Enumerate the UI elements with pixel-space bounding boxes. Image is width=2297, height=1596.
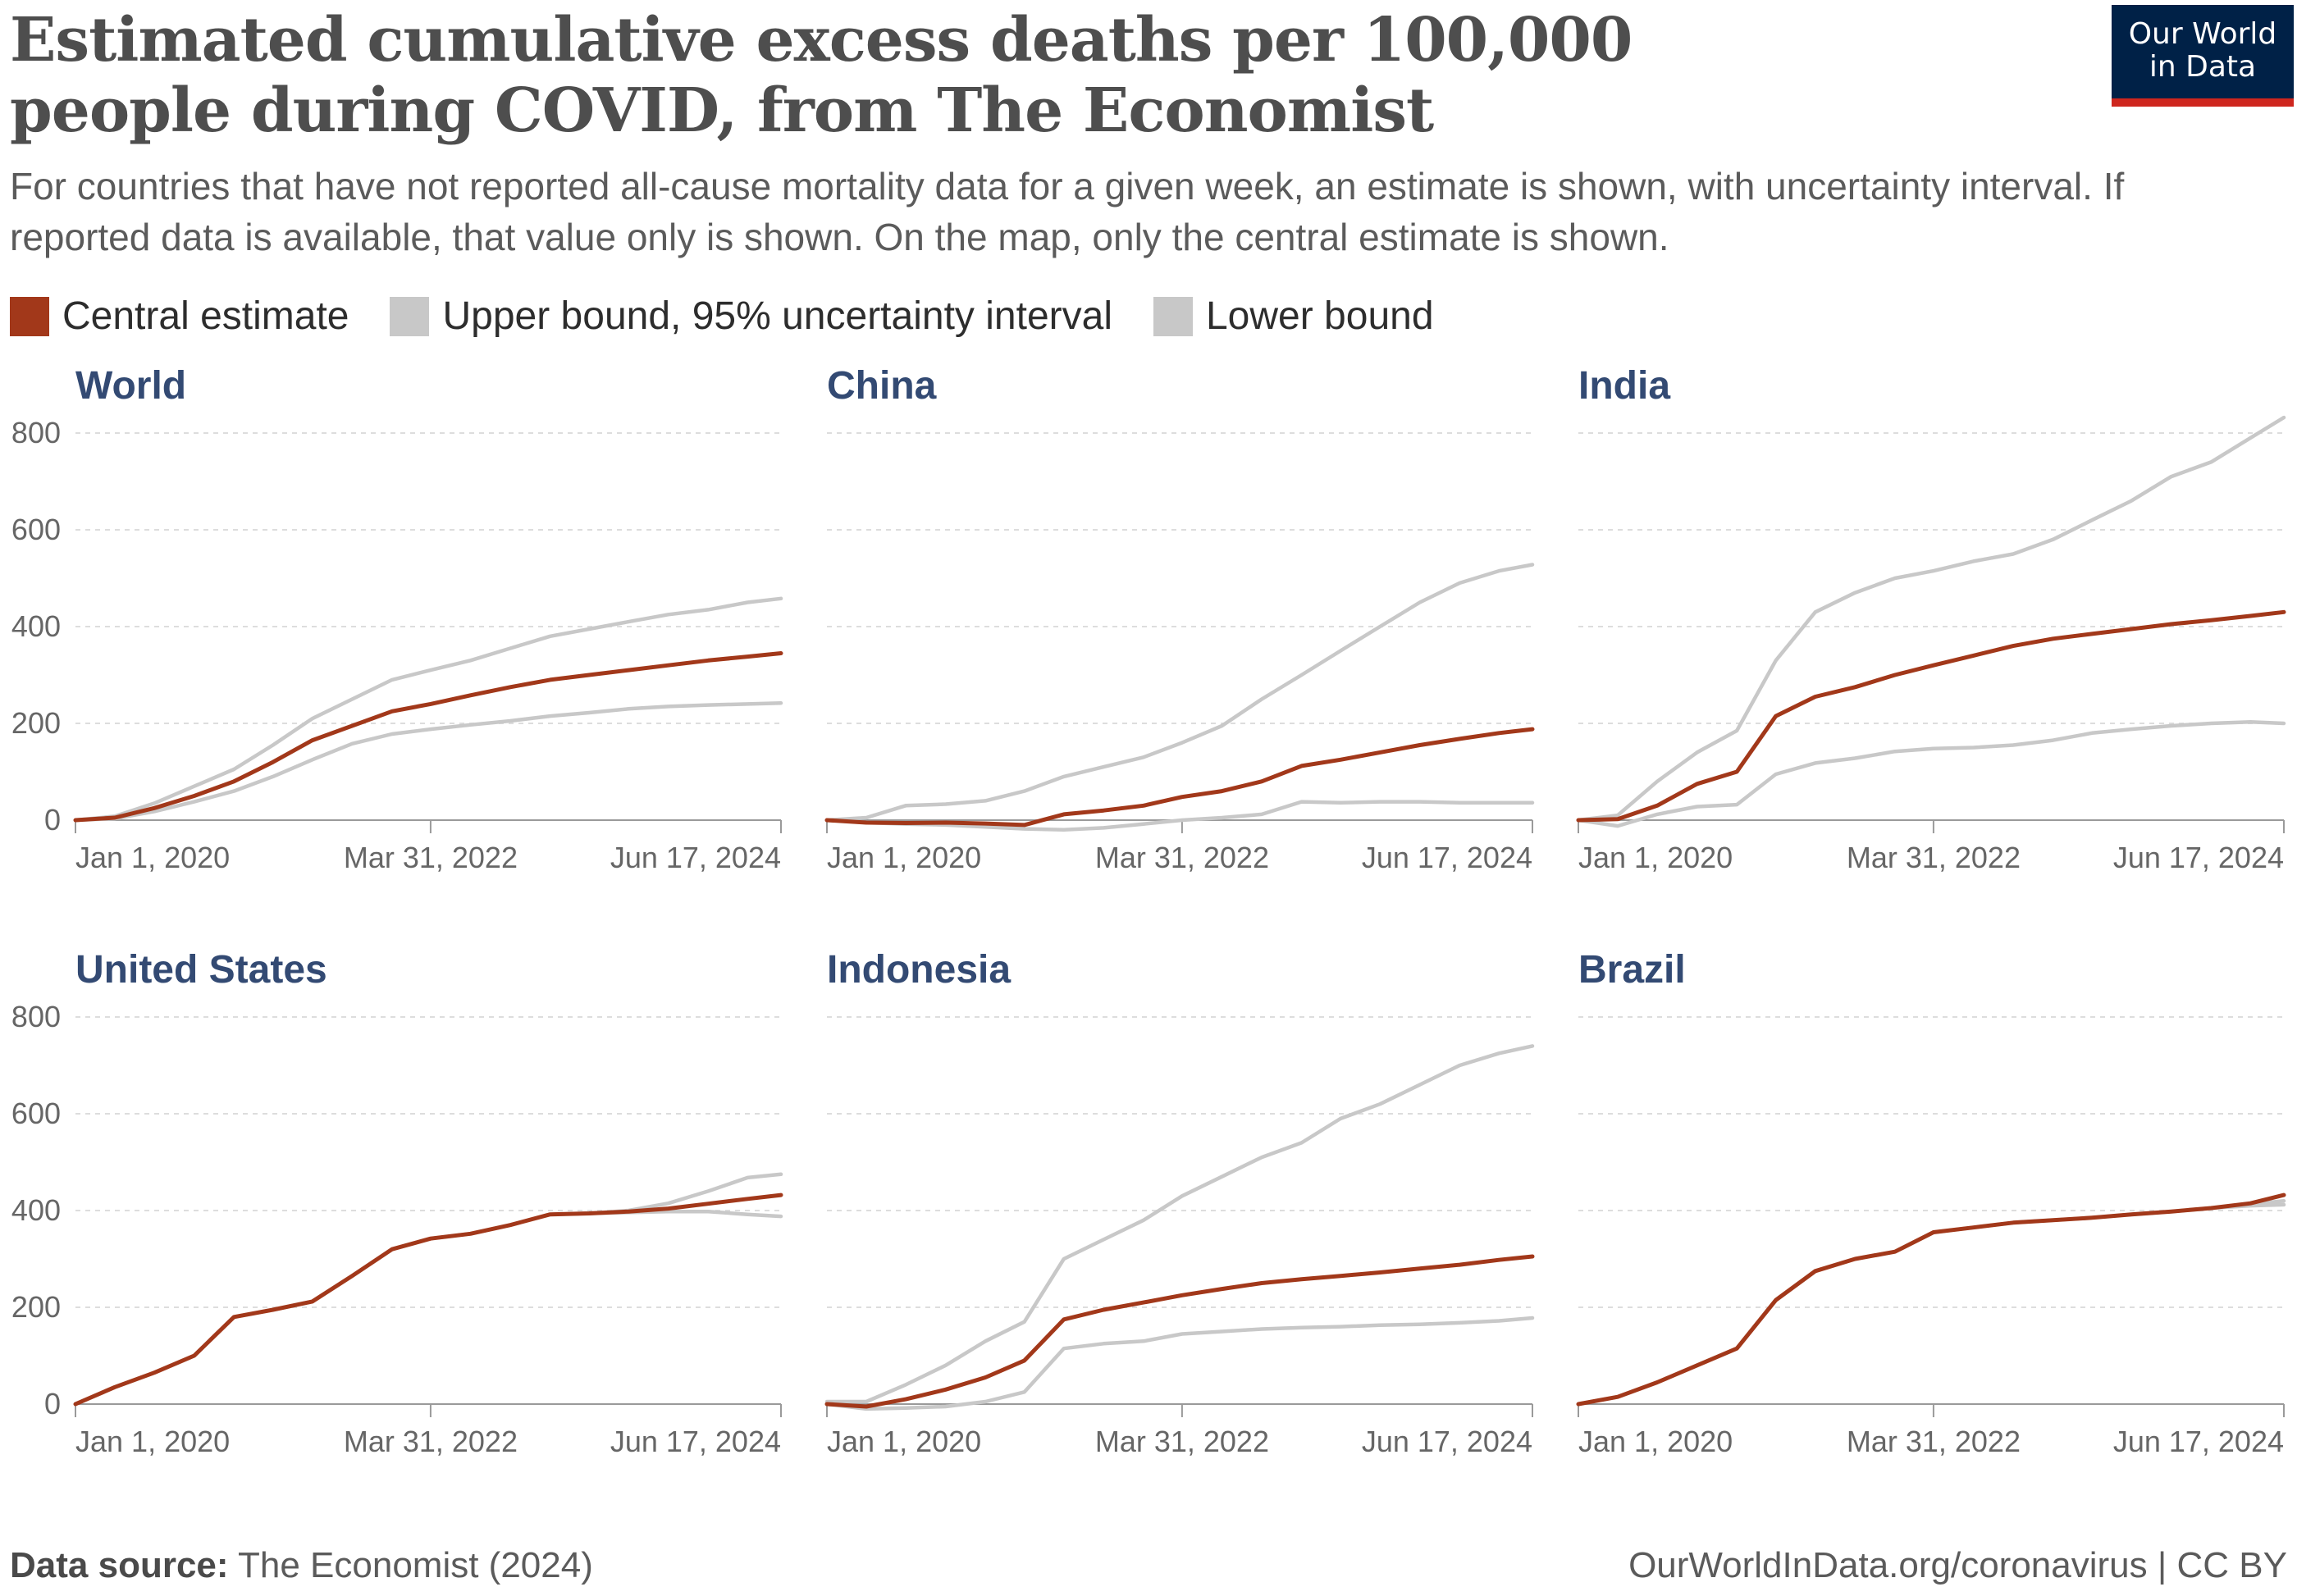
- x-tick-label-brazil: Jan 1, 2020: [1578, 1425, 1733, 1458]
- series-line-central-china[interactable]: [824, 727, 1535, 828]
- chart-subtitle: For countries that have not reported all…: [10, 165, 2125, 258]
- x-tick-label-united-states: Jun 17, 2024: [610, 1425, 781, 1458]
- x-tick-label-indonesia: Jun 17, 2024: [1362, 1425, 1532, 1458]
- owid-logo[interactable]: Our World in Data: [2112, 5, 2294, 107]
- series-line-lower-world[interactable]: [73, 700, 783, 823]
- x-tick-label-brazil: Jun 17, 2024: [2113, 1425, 2284, 1458]
- series-line-upper-china[interactable]: [824, 563, 1535, 823]
- data-source: Data source: The Economist (2024): [10, 1545, 593, 1586]
- legend-item-lower[interactable]: Lower bound: [1153, 294, 1434, 339]
- series-line-central-world[interactable]: [73, 651, 783, 823]
- y-tick-label-world: 0: [44, 803, 61, 837]
- x-tick-label-china: Jun 17, 2024: [1362, 841, 1532, 874]
- chart-title: Estimated cumulative excess deaths per 1…: [10, 5, 1633, 146]
- series-line-upper-indonesia[interactable]: [824, 1044, 1535, 1404]
- x-tick-label-brazil: Mar 31, 2022: [1847, 1425, 2021, 1458]
- legend-label-central: Central estimate: [62, 294, 349, 338]
- panel-china: China Jan 1, 2020 Mar 31, 2022 Jun 17, 2024: [824, 364, 1535, 874]
- x-tick-label-world: Jan 1, 2020: [75, 841, 230, 874]
- x-tick-label-india: Mar 31, 2022: [1847, 841, 2021, 874]
- series-line-central-india[interactable]: [1576, 609, 2286, 823]
- series-line-lower-indonesia[interactable]: [824, 1316, 1535, 1411]
- x-tick-label-india: Jan 1, 2020: [1578, 841, 1733, 874]
- logo-line-2: in Data: [2149, 50, 2257, 84]
- series-line-lower-india[interactable]: [1576, 719, 2286, 828]
- logo-line-1: Our World: [2128, 17, 2277, 51]
- y-tick-label-united-states: 0: [44, 1387, 61, 1420]
- legend-label-lower: Lower bound: [1205, 294, 1434, 338]
- series-line-lower-china[interactable]: [824, 800, 1535, 832]
- y-tick-label-united-states: 600: [11, 1097, 61, 1130]
- data-source-label: Data source:: [10, 1545, 229, 1585]
- x-tick-label-india: Jun 17, 2024: [2113, 841, 2284, 874]
- panel-title-united-states: United States: [75, 948, 327, 992]
- data-source-text: The Economist (2024): [237, 1545, 593, 1585]
- y-tick-label-united-states: 200: [11, 1290, 61, 1324]
- legend-item-upper[interactable]: Upper bound, 95% uncertainty interval: [390, 294, 1112, 339]
- panel-title-world: World: [75, 364, 186, 408]
- x-tick-label-indonesia: Mar 31, 2022: [1095, 1425, 1269, 1458]
- x-tick-label-world: Jun 17, 2024: [610, 841, 781, 874]
- x-tick-label-united-states: Jan 1, 2020: [75, 1425, 230, 1458]
- panel-india: India Jan 1, 2020 Mar 31, 2022 Jun 17, 2024: [1576, 364, 2286, 874]
- legend-swatch-lower: [1153, 296, 1193, 336]
- panel-world: World 0 200 400 600 800 Jan 1, 2020 Mar 31, 202…: [11, 364, 783, 874]
- y-tick-label-united-states: 800: [11, 1000, 61, 1033]
- x-tick-label-indonesia: Jan 1, 2020: [827, 1425, 981, 1458]
- panel-title-india: India: [1578, 364, 1670, 408]
- panel-united-states: United States 0 200 400 600 800 Jan 1, 2020 Mar…: [11, 948, 783, 1458]
- legend-swatch-upper: [390, 296, 430, 336]
- y-tick-label-world: 400: [11, 609, 61, 643]
- credit-link[interactable]: OurWorldInData.org/coronavirus | CC BY: [1628, 1545, 2287, 1585]
- series-line-central-brazil[interactable]: [1576, 1192, 2286, 1407]
- series-line-central-indonesia[interactable]: [824, 1254, 1535, 1409]
- y-tick-label-world: 800: [11, 416, 61, 449]
- y-tick-label-world: 600: [11, 513, 61, 546]
- panel-title-indonesia: Indonesia: [827, 948, 1011, 992]
- series-line-upper-world[interactable]: [73, 596, 783, 823]
- logo-accent-bar: [2112, 98, 2294, 107]
- x-tick-label-china: Mar 31, 2022: [1095, 841, 1269, 874]
- y-tick-label-united-states: 400: [11, 1193, 61, 1227]
- legend-label-upper: Upper bound, 95% uncertainty interval: [442, 294, 1112, 338]
- panel-title-brazil: Brazil: [1578, 948, 1686, 992]
- panel-brazil: Brazil Jan 1, 2020 Mar 31, 2022 Jun 17, 202…: [1576, 948, 2286, 1458]
- legend-swatch-central: [10, 296, 49, 336]
- panel-title-china: China: [827, 364, 937, 408]
- y-tick-label-world: 200: [11, 706, 61, 740]
- x-tick-label-united-states: Mar 31, 2022: [344, 1425, 518, 1458]
- x-tick-label-china: Jan 1, 2020: [827, 841, 981, 874]
- panel-indonesia: Indonesia Jan 1, 2020 Mar 31, 2022 Jun 17, …: [824, 948, 1535, 1458]
- x-tick-label-world: Mar 31, 2022: [344, 841, 518, 874]
- legend-item-central[interactable]: Central estimate: [10, 294, 349, 339]
- series-line-central-united-states[interactable]: [73, 1192, 783, 1407]
- legend: Central estimate Upper bound, 95% uncert…: [10, 294, 1475, 339]
- series-line-upper-india[interactable]: [1576, 415, 2286, 823]
